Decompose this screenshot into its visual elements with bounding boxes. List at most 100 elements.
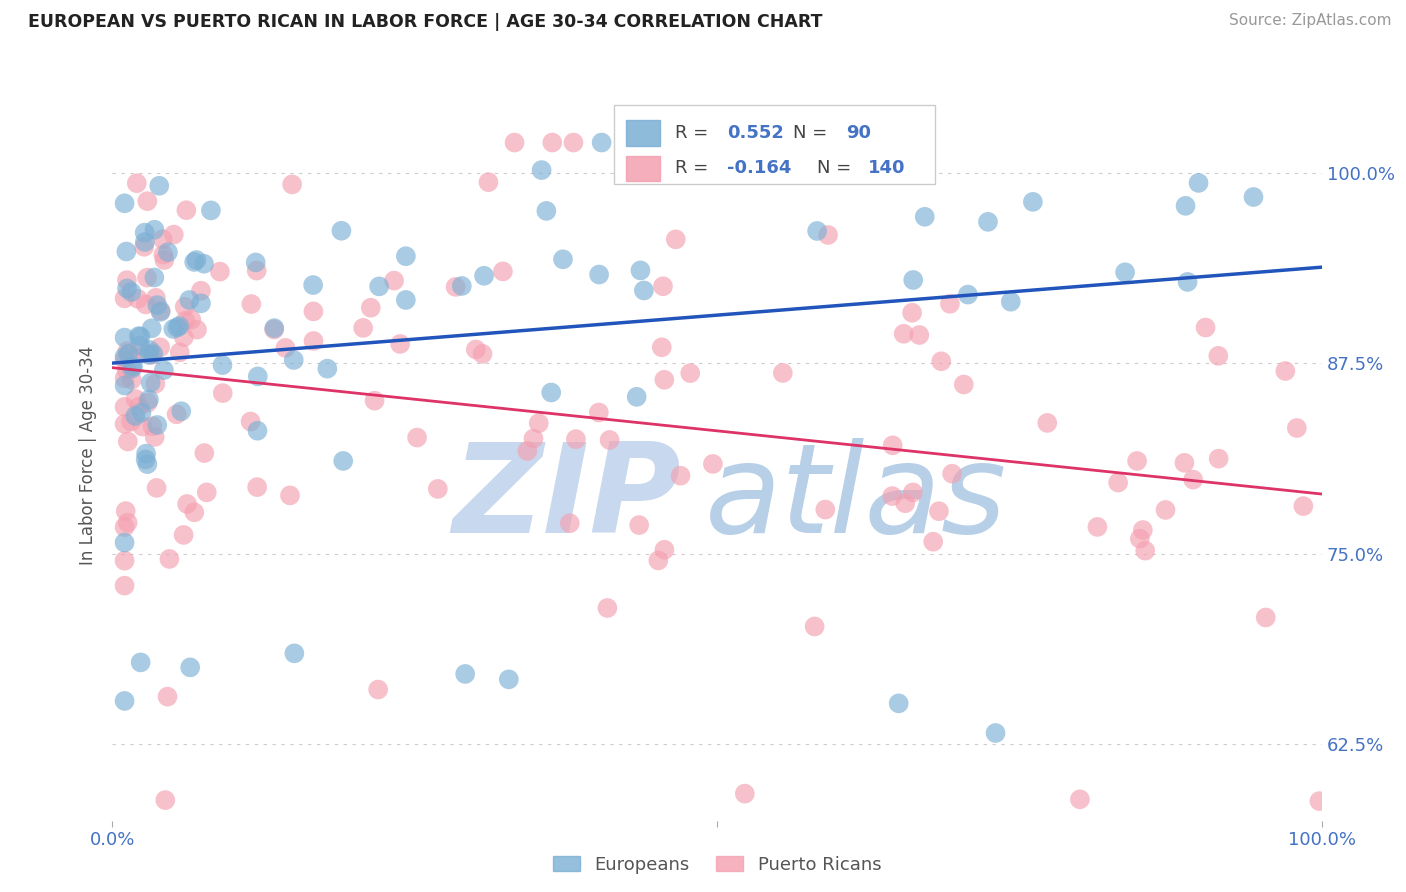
Point [882,489,904,503]
Point [817,227,839,242]
Point [894,496,917,510]
Point [114,554,136,568]
Point [1194,320,1216,334]
Point [239,415,262,429]
Point [652,279,675,293]
Point [120,415,142,429]
Point [1087,520,1109,534]
Point [141,348,163,362]
Point [129,329,152,343]
Point [142,347,165,361]
Point [245,255,267,269]
Point [156,690,179,704]
Y-axis label: In Labor Force | Age 30-34: In Labor Force | Age 30-34 [79,345,97,565]
Point [472,268,495,283]
Point [115,281,138,295]
Point [145,481,167,495]
Point [169,345,191,359]
Point [131,419,153,434]
Point [302,304,325,318]
Point [281,178,304,192]
Point [669,468,692,483]
Point [117,347,139,361]
Point [169,318,191,333]
Point [654,542,676,557]
Point [152,232,174,246]
Point [803,619,825,633]
Point [117,434,139,449]
Point [363,393,385,408]
Point [599,433,621,447]
Point [183,505,205,519]
Point [120,285,142,299]
Legend: Europeans, Puerto Ricans: Europeans, Puerto Ricans [546,848,889,881]
Point [162,322,184,336]
Point [166,407,188,421]
Point [166,320,188,334]
Point [263,321,285,335]
Point [332,454,354,468]
Point [789,152,811,166]
Text: R =: R = [675,160,714,178]
Point [908,328,931,343]
Bar [626,120,661,145]
Point [173,528,195,542]
Point [477,175,499,189]
Point [540,385,562,400]
Point [588,405,610,419]
Point [702,457,724,471]
Point [114,579,136,593]
Point [1173,456,1195,470]
Point [956,287,979,301]
Point [492,264,515,278]
Point [903,273,925,287]
Point [1000,294,1022,309]
Point [129,338,152,352]
Point [382,274,405,288]
Point [929,354,952,368]
Point [1254,610,1277,624]
Point [630,263,652,277]
Point [114,694,136,708]
Text: 0.552: 0.552 [727,124,783,142]
Point [141,321,163,335]
Point [183,255,205,269]
Point [1126,454,1149,468]
Point [367,682,389,697]
Point [114,330,136,344]
Point [136,270,159,285]
Point [121,373,143,387]
Point [316,361,339,376]
Point [134,235,156,249]
Point [173,300,195,314]
Point [503,136,526,150]
Point [283,646,305,660]
Point [647,553,669,567]
Text: 140: 140 [868,160,905,178]
Point [128,329,150,343]
Point [633,284,655,298]
Point [193,446,215,460]
Text: N =: N = [817,160,858,178]
Point [1069,792,1091,806]
Point [149,340,172,354]
Point [173,330,195,344]
Point [1243,190,1265,204]
Point [1135,543,1157,558]
Point [200,203,222,218]
Point [450,279,472,293]
Point [395,249,418,263]
Point [882,438,904,452]
Point [952,377,974,392]
Point [901,306,924,320]
Point [330,224,353,238]
Point [115,273,138,287]
Point [136,194,159,209]
Point [120,346,142,360]
Point [928,504,950,518]
Point [138,343,160,357]
Point [1292,499,1315,513]
Point [772,366,794,380]
Point [591,136,613,150]
Point [143,270,166,285]
